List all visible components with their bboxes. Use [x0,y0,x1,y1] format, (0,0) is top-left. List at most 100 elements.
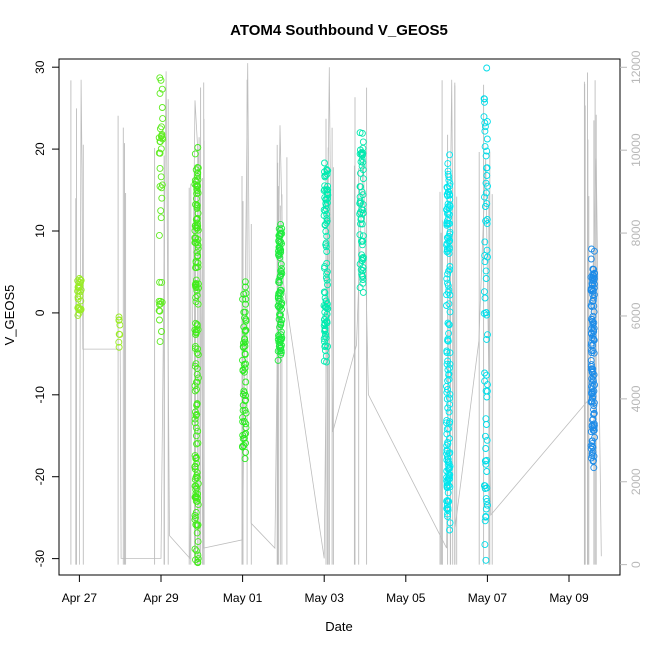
data-point [589,265,597,273]
data-point [193,248,201,256]
data-point [590,284,598,292]
data-point [194,244,202,252]
data-point [193,378,201,386]
data-point [359,279,367,287]
data-point [445,210,453,218]
data-point [445,408,453,416]
data-point [446,263,454,270]
y2-tick-label: 8000 [629,219,643,246]
data-point [276,239,284,246]
data-point [481,377,489,385]
data-point [323,210,331,218]
data-point [483,216,491,223]
data-point [324,281,331,289]
data-point [192,492,200,500]
data-point [323,248,331,255]
data-point [590,377,597,385]
data-point [482,457,489,465]
data-point [443,302,450,309]
data-point [481,485,489,492]
data-point [239,366,247,374]
data-point [192,276,200,284]
data-point [158,132,166,140]
data-point [482,189,490,197]
data-point [358,129,366,137]
data-point [590,464,598,472]
data-point [359,206,367,214]
data-point [590,272,598,280]
data-point [74,287,82,295]
data-point [481,369,489,377]
data-point [443,419,450,427]
y-tick-label: -20 [33,468,47,486]
data-point [192,424,200,432]
data-point [157,76,165,84]
data-point [481,541,489,549]
data-point [191,362,199,370]
data-point [443,248,451,256]
x-tick-label: May 01 [223,591,263,605]
data-point [75,305,83,313]
data-point [484,182,491,190]
data-point [481,123,489,131]
data-point [242,327,250,334]
y-tick-label: 20 [33,142,47,156]
data-point [239,401,247,409]
data-point [323,232,331,240]
data-point [443,446,451,454]
data-point [193,219,201,227]
data-point [443,275,451,283]
data-point [483,335,491,343]
data-point [193,473,201,481]
data-point [481,432,489,440]
data-point [277,260,285,268]
data-point [590,420,598,428]
data-point [324,182,332,190]
data-point [445,482,453,489]
data-point [445,190,453,198]
data-point [588,375,596,383]
data-point [589,342,597,349]
data-point [589,332,597,340]
data-point [444,498,452,505]
data-point [276,336,284,344]
data-point [322,297,330,305]
data-point [191,419,199,427]
data-point [445,473,453,481]
data-point [446,196,454,203]
data-point [192,514,199,522]
data-point [588,379,596,387]
data-point [192,195,200,203]
data-point [322,274,330,282]
data-point [443,442,451,450]
data-point [443,349,451,356]
data-point [195,280,202,288]
data-point [193,385,201,393]
data-point [321,159,328,167]
data-point [481,95,488,103]
data-point [483,387,491,395]
data-point [446,519,454,527]
data-point [242,283,249,291]
data-point [194,427,202,435]
data-point [322,239,330,247]
data-point [483,311,491,319]
data-point [277,300,285,308]
data-point [588,365,596,373]
data-point [444,200,452,208]
data-point [192,411,200,419]
data-point [356,284,364,292]
data-point [358,237,366,245]
data-point [277,319,285,327]
x-tick-label: May 07 [468,591,508,605]
data-point [156,278,164,286]
data-point [483,501,491,509]
data-point [193,547,200,555]
data-point [242,300,250,308]
data-point [277,328,285,336]
data-point [275,225,283,233]
data-point [482,513,490,521]
data-point [481,238,489,246]
data-point [75,283,83,291]
